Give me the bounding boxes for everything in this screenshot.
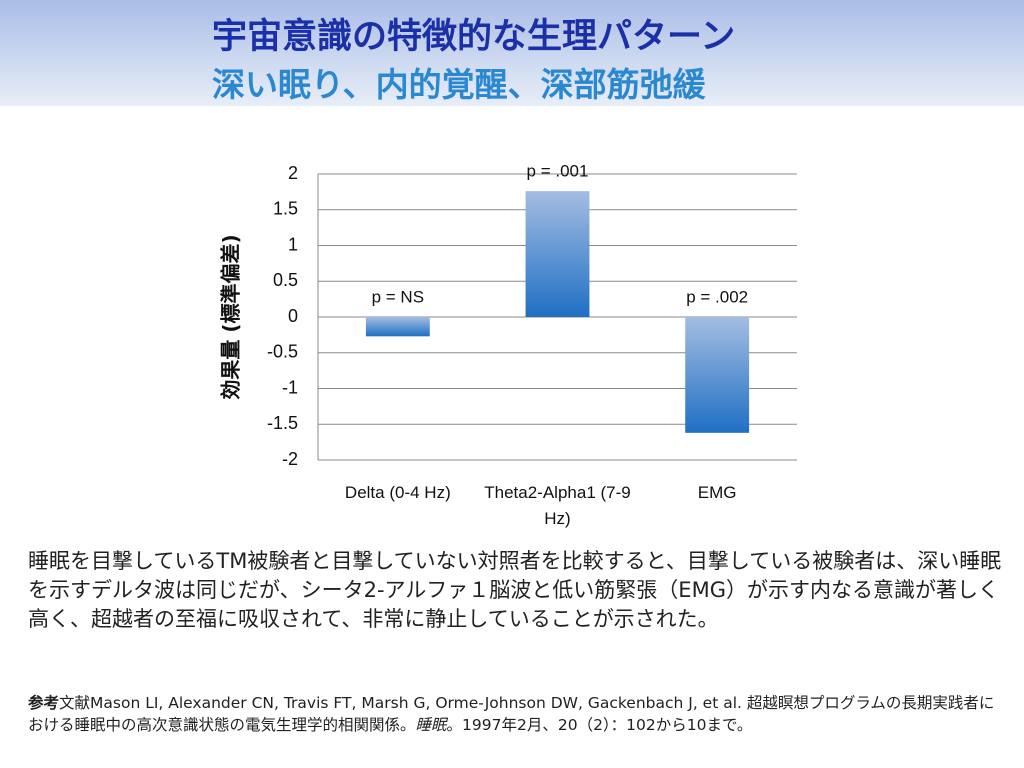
x-tick-label: EMG [697,483,737,502]
bar [685,317,750,433]
y-axis-label: 効果量 (標準偏差) [219,234,243,399]
y-tick-label: -2 [282,449,298,469]
x-tick-label: Delta (0-4 Hz) [344,483,451,502]
reference-label: 参考 [28,694,60,712]
header: 宇宙意識の特徴的な生理パターン 深い眠り、内的覚醒、深部筋弛緩 [0,0,1024,106]
y-tick-label: 1.5 [273,199,298,219]
y-tick-label: 0.5 [273,270,298,290]
y-tick-label: 0 [288,306,298,326]
y-tick-label: -1.5 [267,413,298,433]
annotation: p = .002 [686,287,748,306]
title: 宇宙意識の特徴的な生理パターン [212,17,736,57]
reference-tail: 。1997年2月、20（2）：102から10まで。 [446,716,753,734]
reference-journal: 睡眠 [415,716,447,734]
reference-text: 文献Mason LI, Alexander CN, Travis FT, Mar… [28,694,995,734]
y-tick-label: -1 [282,377,298,397]
reference: 参考文献Mason LI, Alexander CN, Travis FT, M… [28,692,1003,736]
subtitle: 深い眠り、内的覚醒、深部筋弛緩 [212,65,706,104]
x-tick-label: Theta2-Alpha1 (7-9 Hz) [484,483,631,528]
y-tick-label: 1 [288,234,298,254]
bar [365,317,430,337]
annotation: p = .001 [527,162,589,181]
bar [525,191,590,317]
y-tick-label: 2 [288,163,298,183]
y-tick-label: -0.5 [267,342,298,362]
body-text: 睡眠を目撃しているTM被験者と目撃していない対照者を比較すると、目撃している被験… [28,549,1002,631]
annotation: p = NS [372,287,424,306]
chart: 効果量 (標準偏差) 2 1.5 1 0.5 0 -0.5 -1 -1.5 -2 p = NS p … [219,162,797,469]
